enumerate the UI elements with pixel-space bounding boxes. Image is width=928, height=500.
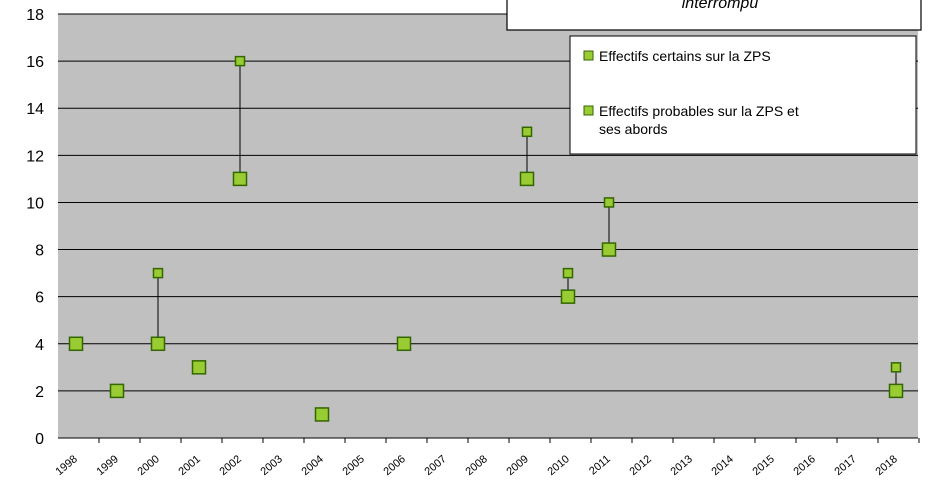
legend-label-probable: Effectifs probables sur la ZPS et — [599, 103, 799, 119]
marker-certain — [68, 336, 84, 352]
y-tick-label: 14 — [26, 101, 44, 118]
note-text: interrompu — [682, 0, 759, 12]
marker-certain — [601, 242, 617, 257]
x-tick-label: 2009 — [504, 453, 530, 478]
y-tick-label: 12 — [26, 148, 44, 165]
marker-certain — [560, 289, 576, 304]
y-tick-label: 4 — [35, 337, 44, 354]
x-tick-label: 2018 — [873, 453, 899, 478]
marker-probable — [234, 55, 246, 67]
legend-marker-certain — [583, 50, 594, 61]
x-tick-label: 1999 — [94, 453, 120, 478]
x-tick-label: 2005 — [340, 453, 366, 478]
legend-label-certain: Effectifs certains sur la ZPS — [599, 48, 771, 64]
data-markers — [68, 55, 904, 422]
y-tick-label: 8 — [35, 243, 44, 260]
y-tick-label: 16 — [26, 54, 44, 71]
legend-box — [569, 35, 917, 155]
x-tick-label: 2012 — [627, 453, 653, 478]
x-tick-label: 2010 — [545, 453, 571, 478]
legend: Effectifs certains sur la ZPS Effectifs … — [569, 35, 917, 155]
marker-certain — [396, 336, 412, 352]
legend-marker-probable — [583, 105, 594, 116]
y-tick-label: 2 — [35, 384, 44, 401]
marker-probable — [152, 267, 164, 279]
y-tick-label: 0 — [35, 431, 44, 448]
x-tick-label: 1998 — [53, 453, 79, 478]
x-tick-label: 2008 — [463, 453, 489, 478]
note-box-frame — [506, 0, 922, 31]
marker-probable — [562, 267, 574, 279]
x-tick-label: 2006 — [381, 453, 407, 478]
x-tick-label: 2002 — [217, 453, 243, 478]
marker-probable — [521, 126, 533, 138]
x-tick-label: 2013 — [668, 453, 694, 478]
marker-certain — [519, 171, 535, 187]
marker-certain — [314, 407, 330, 422]
x-tick-label: 2001 — [176, 453, 202, 478]
x-tick-label: 2011 — [587, 453, 613, 477]
marker-certain — [191, 360, 207, 375]
x-tick-label: 2003 — [258, 453, 284, 478]
x-tick-label: 2014 — [709, 453, 735, 478]
marker-probable — [890, 362, 902, 373]
y-tick-label: 18 — [26, 7, 44, 24]
x-tick-label: 2007 — [422, 453, 448, 478]
x-tick-label: 2000 — [135, 453, 161, 478]
marker-certain — [232, 171, 248, 187]
y-axis-ticks: 0 2 4 6 8 10 12 14 16 18 — [26, 7, 44, 448]
y-tick-label: 6 — [35, 290, 44, 307]
x-tick-label: 2004 — [299, 453, 325, 478]
y-tick-label: 10 — [26, 195, 44, 212]
marker-certain — [150, 336, 166, 352]
x-tick-label: 2016 — [791, 453, 817, 478]
legend-label-probable-cont: ses abords — [599, 121, 667, 137]
marker-certain — [109, 383, 125, 399]
x-axis-ticks: 1998 1999 2000 2001 2002 2003 2004 2005 2006 2007… — [53, 438, 920, 478]
marker-certain — [888, 383, 904, 399]
marker-probable — [603, 197, 615, 208]
x-tick-label: 2017 — [832, 453, 858, 478]
note-box: interrompu — [506, 0, 922, 31]
x-tick-label: 2015 — [750, 453, 776, 478]
